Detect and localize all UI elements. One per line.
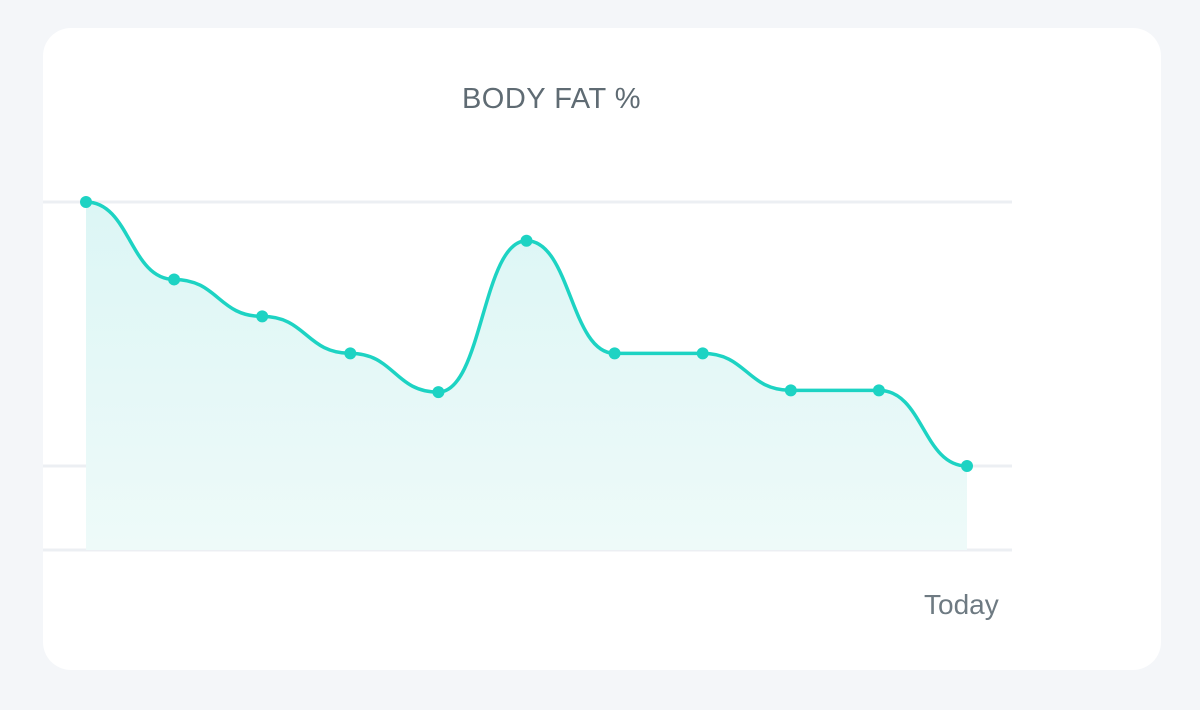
data-point <box>168 273 181 286</box>
data-points <box>80 196 973 472</box>
data-point <box>872 384 885 397</box>
data-point <box>961 460 973 472</box>
area-fill <box>86 202 967 550</box>
data-point <box>432 386 445 399</box>
data-point <box>344 347 357 360</box>
series-line <box>84 200 969 468</box>
data-point <box>520 234 533 247</box>
data-point <box>80 196 92 208</box>
x-tick-label-today: Today <box>924 589 999 620</box>
data-point <box>256 310 269 323</box>
data-point <box>784 384 797 397</box>
data-point <box>696 347 709 360</box>
chart-title: BODY FAT % <box>461 83 642 115</box>
data-point <box>608 347 621 360</box>
